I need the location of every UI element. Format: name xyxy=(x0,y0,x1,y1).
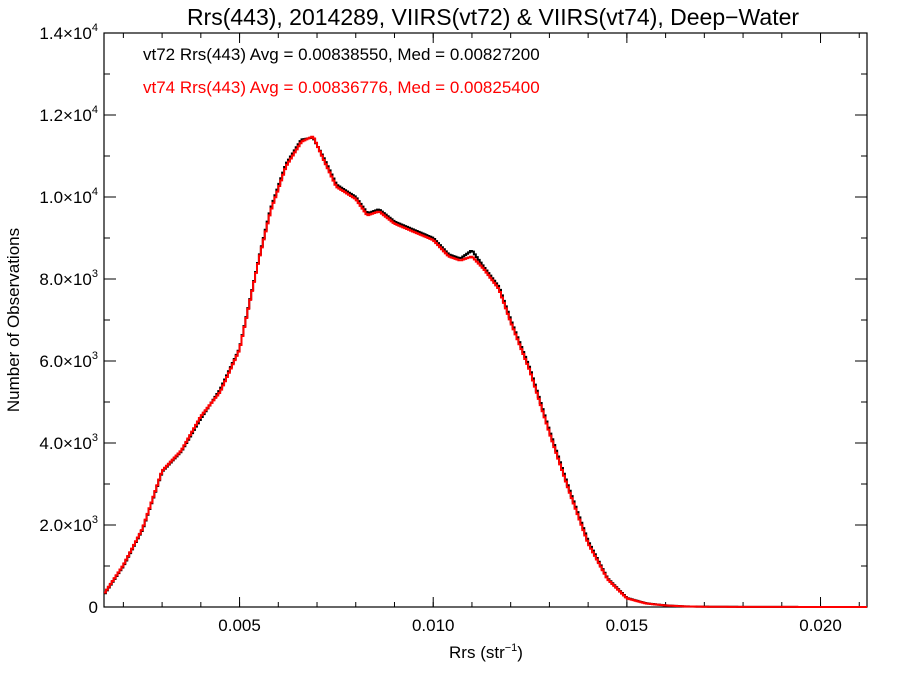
y-tick-mantissa: 0 xyxy=(89,598,98,617)
x-axis-label: Rrs (str−1) xyxy=(449,642,523,662)
y-tick-mantissa: 2.0×10 xyxy=(39,516,91,535)
chart-title: Rrs(443), 2014289, VIIRS(vt72) & VIIRS(v… xyxy=(187,4,799,30)
y-tick-exponent: 4 xyxy=(92,104,98,116)
y-tick-exponent: 4 xyxy=(92,186,98,198)
x-tick-label: 0.015 xyxy=(606,616,649,635)
y-tick-exponent: 3 xyxy=(92,432,98,444)
plot-frame xyxy=(103,32,868,608)
y-tick-exponent: 3 xyxy=(92,350,98,362)
y-tick-mantissa: 1.0×10 xyxy=(39,188,91,207)
x-tick-label: 0.005 xyxy=(218,616,261,635)
y-tick-mantissa: 1.4×10 xyxy=(39,24,91,43)
y-tick-mantissa: 1.2×10 xyxy=(39,106,91,125)
axis-ticks xyxy=(104,32,867,608)
y-tick-exponent: 4 xyxy=(92,22,98,34)
x-axis-label-main: Rrs (str xyxy=(449,643,505,662)
x-axis-label-suffix: ) xyxy=(517,643,523,662)
plot-border xyxy=(103,32,868,608)
x-tick-label: 0.020 xyxy=(799,616,842,635)
y-tick-exponent: 3 xyxy=(92,514,98,526)
y-tick-label: 2.0×103 xyxy=(39,514,98,535)
y-tick-label: 1.0×104 xyxy=(39,186,98,207)
y-tick-label: 6.0×103 xyxy=(39,350,98,371)
y-tick-label: 8.0×103 xyxy=(39,268,98,289)
y-tick-exponent: 3 xyxy=(92,268,98,280)
y-tick-label: 1.4×104 xyxy=(39,22,98,43)
axis-tick-labels: 0.005 0.010 0.015 0.02002.0×1034.0×1036.0×1… xyxy=(39,22,841,635)
series-vt72-line xyxy=(104,136,867,608)
y-tick-mantissa: 8.0×10 xyxy=(39,270,91,289)
vt74-stats-annotation: vt74 Rrs(443) Avg = 0.00836776, Med = 0.… xyxy=(143,78,540,97)
x-axis-label-exponent: −1 xyxy=(505,642,518,654)
x-tick-label: 0.010 xyxy=(412,616,455,635)
y-axis-label: Number of Observations xyxy=(4,228,23,412)
y-tick-label: 4.0×103 xyxy=(39,432,98,453)
y-tick-label: 0 xyxy=(89,598,98,617)
series-vt74-line xyxy=(104,135,867,608)
y-tick-mantissa: 6.0×10 xyxy=(39,352,91,371)
y-tick-label: 1.2×104 xyxy=(39,104,98,125)
y-tick-mantissa: 4.0×10 xyxy=(39,434,91,453)
vt72-stats-annotation: vt72 Rrs(443) Avg = 0.00838550, Med = 0.… xyxy=(143,45,540,64)
series-layer xyxy=(104,135,867,608)
